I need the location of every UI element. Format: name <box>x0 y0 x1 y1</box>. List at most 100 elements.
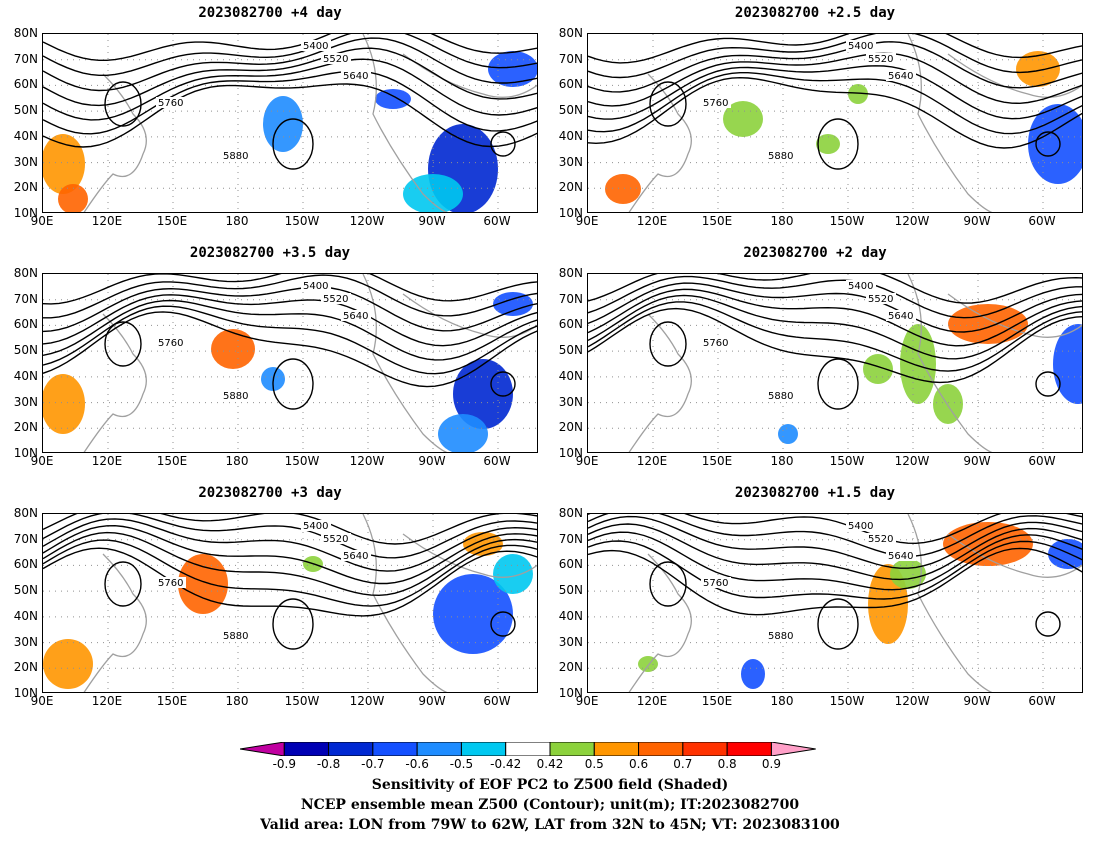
panel-title: 2023082700 +3 day <box>198 485 342 501</box>
longitude-label: 150W <box>284 214 320 228</box>
closed-contour <box>104 561 142 607</box>
longitude-label: 120E <box>636 694 668 708</box>
coastline <box>907 514 993 692</box>
latitude-label: 30N <box>558 154 583 169</box>
map-frame: 5400 5520 5640 5760 5880 <box>587 513 1083 693</box>
coastline <box>402 53 537 98</box>
sensitivity-shading <box>433 574 513 654</box>
colorbar-tick-label: -0.6 <box>405 757 429 771</box>
latitude-label: 60N <box>558 317 583 332</box>
z500-contour <box>43 47 537 107</box>
sensitivity-shading <box>741 659 765 689</box>
sensitivity-shading <box>605 174 641 204</box>
longitude-label: 120E <box>91 214 123 228</box>
contour-label: 5880 <box>768 631 793 642</box>
longitude-label: 180 <box>770 214 794 228</box>
panel-title: 2023082700 +2.5 day <box>734 5 896 21</box>
latitude-label: 50N <box>13 103 38 118</box>
map-canvas: 5400 5520 5640 5760 5880 <box>588 34 1082 212</box>
sensitivity-shading <box>948 304 1028 344</box>
coastline <box>402 533 537 578</box>
coastline <box>947 293 1082 338</box>
contour-label: 5640 <box>343 311 368 322</box>
contour-label: 5520 <box>323 54 348 65</box>
latitude-label: 10N <box>13 446 38 460</box>
sensitivity-shading <box>375 89 411 109</box>
latitude-label: 80N <box>558 266 583 280</box>
sensitivity-shading <box>43 134 85 194</box>
colorbar-tick-label: -0.9 <box>272 757 296 771</box>
coastline <box>628 553 692 692</box>
coastline <box>362 514 448 692</box>
contour-label: 5400 <box>303 521 328 532</box>
sensitivity-shading <box>403 174 463 212</box>
z500-contour <box>43 299 537 361</box>
colorbar-segment <box>328 742 374 756</box>
contour-label: 5400 <box>303 41 328 52</box>
latitude-label: 40N <box>13 368 38 383</box>
sensitivity-shading <box>943 522 1033 566</box>
z500-contour <box>588 34 1082 79</box>
map-canvas: 5400 5520 5640 5760 5880 <box>43 514 537 692</box>
panel-title: 2023082700 +2 day <box>743 245 887 261</box>
z500-contour <box>588 540 1082 600</box>
sensitivity-shading <box>723 101 763 137</box>
z500-contour <box>43 37 537 92</box>
z500-contour <box>588 515 1082 569</box>
latitude-label: 20N <box>558 180 583 195</box>
longitude-label: 90W <box>418 694 446 708</box>
z500-contour <box>43 514 537 559</box>
latitude-label: 60N <box>13 77 38 92</box>
latitude-label: 50N <box>558 343 583 358</box>
colorbar-segment <box>770 742 816 756</box>
z500-contour <box>588 514 1082 545</box>
contour-label: 5520 <box>868 534 893 545</box>
map-panel: 2023082700 +4 day 80N 70N 60N 50N 40N 30N 20N 10… <box>0 5 540 228</box>
colorbar-segment <box>682 742 728 756</box>
z500-contour <box>43 305 537 375</box>
contour-label: 5760 <box>703 578 728 589</box>
z500-contour <box>43 286 537 333</box>
latitude-label: 50N <box>13 343 38 358</box>
sensitivity-shading <box>493 292 533 316</box>
longitude-label: 90W <box>963 214 991 228</box>
latitude-label: 40N <box>558 128 583 143</box>
longitude-label: 60W <box>1028 694 1056 708</box>
longitude-label: 150W <box>829 454 865 468</box>
contour-label: 5640 <box>888 551 913 562</box>
z500-contour <box>588 72 1082 135</box>
contour-label: 5520 <box>323 294 348 305</box>
latitude-label: 20N <box>13 420 38 435</box>
footer-sensitivity-line: Sensitivity of EOF PC2 to Z500 field (Sh… <box>371 777 729 793</box>
sensitivity-shading <box>43 374 85 434</box>
coastline <box>947 533 1082 578</box>
longitude-label: 120W <box>349 454 385 468</box>
closed-contour <box>817 358 859 410</box>
sensitivity-shading <box>488 51 537 87</box>
z500-contour <box>43 539 537 607</box>
z500-contour <box>43 58 537 121</box>
latitude-label: 80N <box>13 506 38 520</box>
sensitivity-shading <box>211 329 255 369</box>
longitude-label: 150W <box>829 694 865 708</box>
longitude-label: 150W <box>829 214 865 228</box>
longitude-label: 60W <box>1028 214 1056 228</box>
z500-contour <box>43 83 537 148</box>
z500-contour <box>588 34 1082 64</box>
map-canvas: 5400 5520 5640 5760 5880 <box>588 514 1082 692</box>
z500-contour <box>43 70 537 135</box>
z500-contour <box>43 294 537 347</box>
z500-contour <box>588 307 1082 384</box>
contour-label: 5760 <box>703 338 728 349</box>
longitude-label: 150E <box>701 454 733 468</box>
latitude-label: 60N <box>13 317 38 332</box>
z500-contour <box>588 76 1082 149</box>
colorbar-tick-label: -0.8 <box>316 757 341 771</box>
contour-label: 5880 <box>223 151 248 162</box>
colorbar-segment <box>549 742 595 756</box>
z500-contour <box>588 282 1082 333</box>
latitude-label: 30N <box>558 634 583 649</box>
latitude-label: 20N <box>558 660 583 675</box>
longitude-label: 90E <box>30 694 54 708</box>
latitude-label: 80N <box>13 266 38 280</box>
